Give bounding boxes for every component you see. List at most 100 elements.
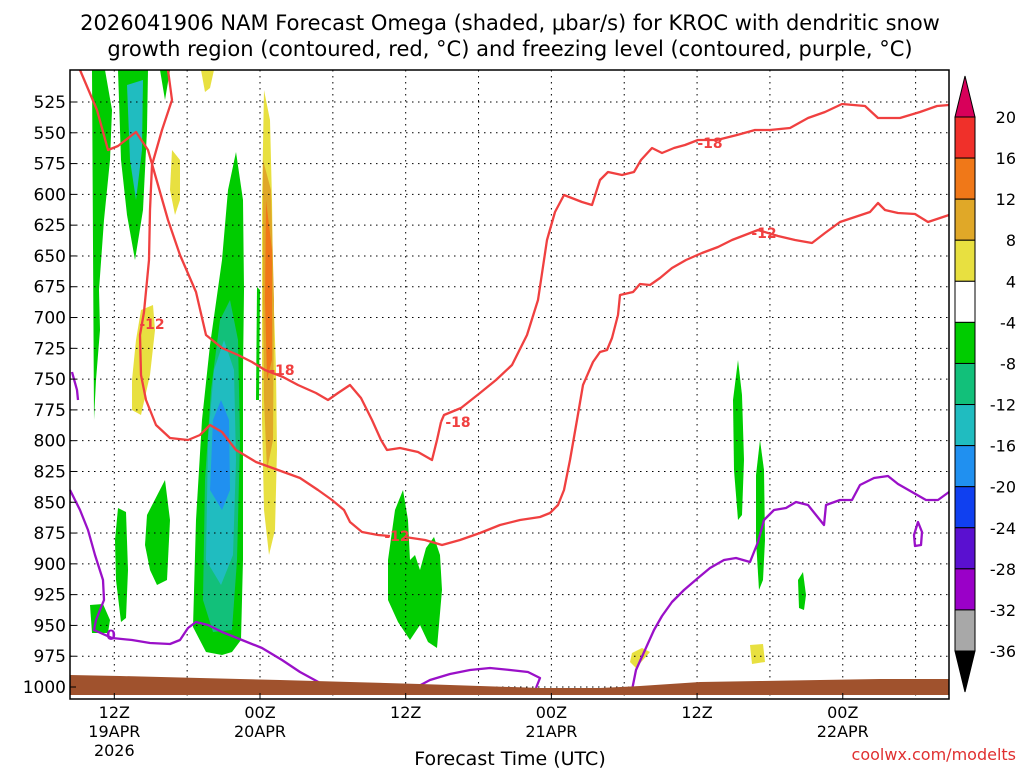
freezing-contours	[68, 371, 950, 691]
colorbar-tick-label: 12	[996, 190, 1016, 209]
y-tick-label: 550	[34, 124, 66, 144]
label-minus12-b: -12	[384, 529, 409, 545]
x-tick-year: 2026	[94, 741, 135, 760]
omega-yellow-left	[132, 305, 155, 415]
chart-title-line2: growth region (contoured, red, °C) and f…	[107, 37, 912, 61]
x-tick-date: 22APR	[817, 722, 869, 741]
omega-green-left	[92, 70, 112, 420]
chart-title-line1: 2026041906 NAM Forecast Omega (shaded, μ…	[80, 11, 940, 35]
y-tick-label: 725	[34, 339, 66, 359]
y-tick-label: 825	[34, 462, 66, 482]
colorbar-tick-label: -8	[1000, 354, 1016, 373]
colorbar-tick-label: -4	[1000, 313, 1016, 332]
omega-yellow-r1	[630, 648, 650, 668]
y-tick-label: 925	[34, 586, 66, 606]
y-tick-label: 900	[34, 555, 66, 575]
omega-yellow-r2	[750, 644, 765, 664]
colorbar-swatch	[954, 445, 976, 488]
contour-zero-small	[912, 520, 924, 548]
colorbar-swatch	[954, 157, 976, 200]
colorbar: 20 16 12 8 4 -4 -8 -12 -16 -20 -24 -28 -32 -36	[954, 75, 1016, 693]
colorbar-swatch	[954, 280, 976, 323]
colorbar-swatch	[954, 486, 976, 529]
y-tick-label: 750	[34, 370, 66, 390]
colorbar-bottom-triangle	[954, 650, 976, 693]
contour-minus18-right	[439, 102, 950, 423]
colorbar-tick-label: -28	[990, 560, 1016, 579]
colorbar-tick-label: -24	[990, 519, 1016, 538]
colorbar-top-triangle	[954, 75, 976, 118]
omega-green-r2	[756, 440, 765, 590]
contour-zero-right	[630, 474, 950, 691]
colorbar-swatch	[954, 362, 976, 406]
plot-frame	[69, 69, 950, 700]
contour-zero-main	[68, 489, 323, 686]
colorbar-swatch	[954, 609, 976, 652]
colorbar-tick-label: 4	[1006, 272, 1016, 291]
dendritic-contours	[78, 69, 950, 547]
x-tick-label: 12Z	[681, 703, 712, 722]
contour-minus12-right	[404, 201, 950, 547]
x-tick-label: 12Z	[390, 703, 421, 722]
x-axis-label: Forecast Time (UTC)	[414, 748, 605, 768]
y-tick-label: 675	[34, 278, 66, 298]
y-tick-label: 1000	[23, 678, 66, 698]
omega-green-mid	[388, 490, 442, 648]
colorbar-swatch	[954, 527, 976, 570]
x-tick-label: 00Z	[827, 703, 858, 722]
colorbar-tick-label: 16	[996, 149, 1016, 168]
y-tick-label: 875	[34, 524, 66, 544]
omega-green-top	[160, 70, 170, 100]
colorbar-tick-label: -12	[990, 396, 1016, 415]
y-tick-label: 800	[34, 432, 66, 452]
colorbar-swatch	[954, 239, 976, 282]
omega-shading	[90, 70, 806, 668]
omega-yellow-top	[201, 70, 214, 92]
colorbar-tick-label: -36	[990, 642, 1016, 661]
omega-yellow-upper	[170, 150, 180, 215]
y-axis: 525 550 575 600 625 650 675 700 725 750 775 800 825 8…	[23, 93, 76, 698]
colorbar-swatch	[954, 568, 976, 611]
omega-green-thin	[256, 287, 260, 400]
dotted-gridlines	[70, 70, 949, 699]
x-tick-label: 00Z	[244, 703, 275, 722]
contour-zero-left	[70, 371, 80, 401]
label-minus12-a: -12	[139, 317, 164, 333]
y-tick-label: 950	[34, 616, 66, 636]
y-tick-label: 850	[34, 493, 66, 513]
y-tick-label: 525	[34, 93, 66, 113]
contour-minus18-left	[78, 69, 443, 462]
colorbar-swatch	[954, 321, 976, 364]
label-minus12-c: -12	[751, 226, 776, 242]
contour-zero-bottom	[414, 666, 542, 690]
plot-area: -12 -18 -18 -12 -18 -12 0	[68, 69, 950, 700]
label-zero: 0	[106, 628, 116, 644]
omega-green-r1	[733, 360, 744, 520]
y-tick-label: 775	[34, 401, 66, 421]
colorbar-swatch	[954, 404, 976, 447]
colorbar-tick-label: -32	[990, 601, 1016, 620]
label-minus18-b: -18	[445, 415, 470, 431]
y-tick-label: 975	[34, 647, 66, 667]
y-tick-label: 700	[34, 309, 66, 329]
x-tick-date: 19APR	[88, 722, 140, 741]
x-tick-date: 20APR	[234, 722, 286, 741]
omega-green-col1	[115, 508, 128, 622]
x-tick-label: 12Z	[99, 703, 130, 722]
colorbar-tick-label: 20	[996, 108, 1016, 127]
contour-minus12-left	[138, 69, 391, 538]
label-minus18-c: -18	[697, 136, 722, 152]
colorbar-tick-label: -16	[990, 437, 1016, 456]
ground-terrain	[70, 675, 949, 695]
x-tick-label: 00Z	[536, 703, 567, 722]
y-tick-label: 625	[34, 216, 66, 236]
omega-orange-col	[265, 200, 272, 380]
colorbar-tick-label: -20	[990, 478, 1016, 497]
label-minus18-a: -18	[269, 363, 294, 379]
credit-text: coolwx.com/modelts	[852, 745, 1016, 764]
omega-cyan-left	[127, 80, 143, 200]
y-tick-label: 650	[34, 247, 66, 267]
colorbar-tick-label: 8	[1006, 231, 1016, 250]
